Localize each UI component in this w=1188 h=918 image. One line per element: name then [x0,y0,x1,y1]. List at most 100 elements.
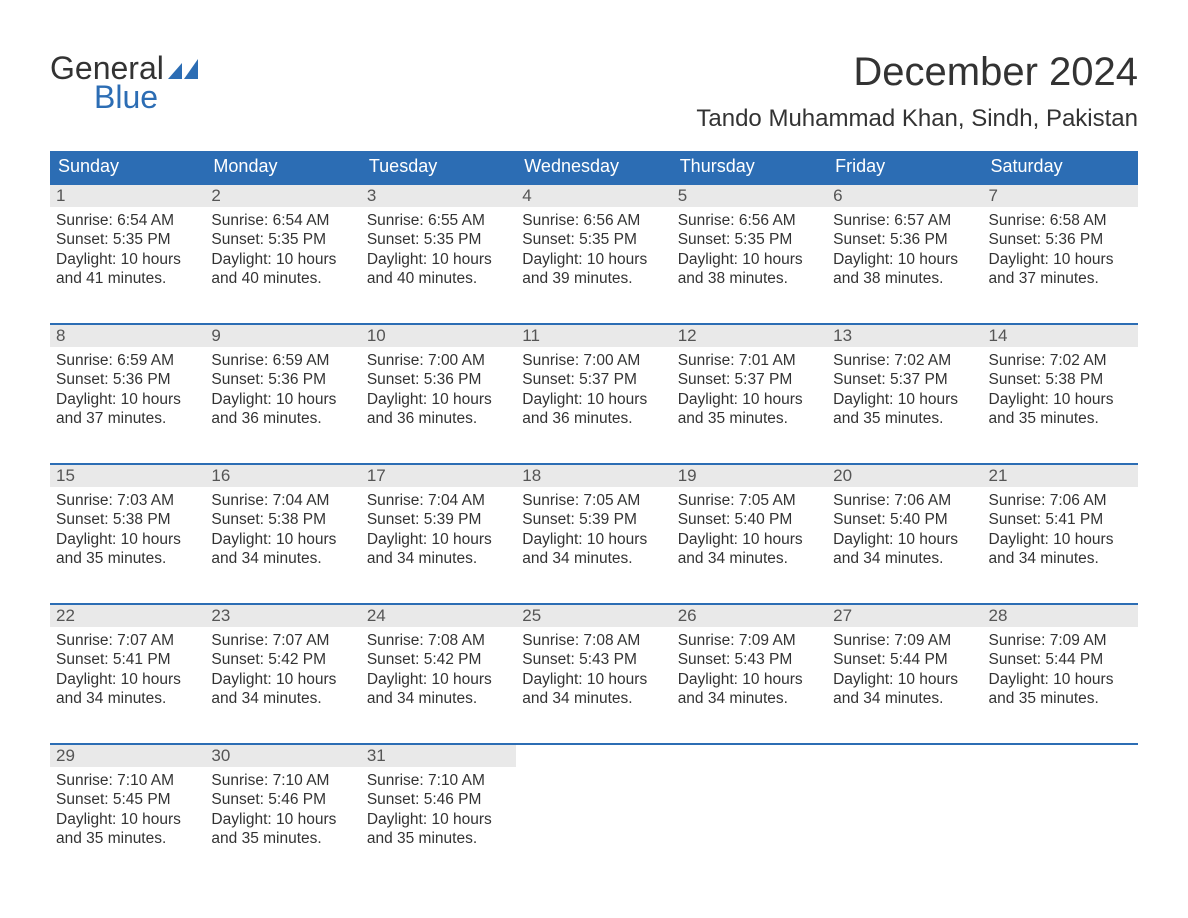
day-cell: 29Sunrise: 7:10 AMSunset: 5:45 PMDayligh… [50,745,205,865]
sunrise-text: Sunrise: 7:04 AM [211,491,354,510]
day-cell: 3Sunrise: 6:55 AMSunset: 5:35 PMDaylight… [361,185,516,305]
sunset-text: Sunset: 5:35 PM [211,230,354,249]
day-number: 28 [983,606,1008,626]
daylight-line2: and 35 minutes. [56,829,199,848]
flag-icon [168,59,198,79]
daylight-line1: Daylight: 10 hours [211,810,354,829]
day-number: 14 [983,326,1008,346]
day-body: Sunrise: 7:07 AMSunset: 5:41 PMDaylight:… [50,627,205,713]
daylight-line1: Daylight: 10 hours [211,670,354,689]
day-number: 23 [205,606,230,626]
day-number: 2 [205,186,220,206]
daylight-line1: Daylight: 10 hours [833,390,976,409]
day-number-row: 18 [516,465,671,487]
day-cell: 26Sunrise: 7:09 AMSunset: 5:43 PMDayligh… [672,605,827,725]
day-body: Sunrise: 7:05 AMSunset: 5:40 PMDaylight:… [672,487,827,573]
dow-thursday: Thursday [672,151,827,183]
daylight-line2: and 35 minutes. [367,829,510,848]
daylight-line1: Daylight: 10 hours [56,810,199,829]
sunset-text: Sunset: 5:42 PM [367,650,510,669]
day-cell [516,745,671,865]
sunrise-text: Sunrise: 7:07 AM [56,631,199,650]
sunset-text: Sunset: 5:39 PM [367,510,510,529]
sunrise-text: Sunrise: 7:10 AM [56,771,199,790]
day-cell [827,745,982,865]
logo-word-blue: Blue [94,79,158,116]
day-cell: 1Sunrise: 6:54 AMSunset: 5:35 PMDaylight… [50,185,205,305]
day-number: 8 [50,326,65,346]
day-body: Sunrise: 6:56 AMSunset: 5:35 PMDaylight:… [672,207,827,293]
sunset-text: Sunset: 5:35 PM [56,230,199,249]
day-body: Sunrise: 7:09 AMSunset: 5:44 PMDaylight:… [983,627,1138,713]
day-number-row: 2 [205,185,360,207]
daylight-line1: Daylight: 10 hours [211,530,354,549]
daylight-line1: Daylight: 10 hours [678,670,821,689]
day-number: 12 [672,326,697,346]
daylight-line1: Daylight: 10 hours [678,530,821,549]
daylight-line2: and 34 minutes. [678,689,821,708]
sunrise-text: Sunrise: 7:00 AM [522,351,665,370]
day-number: 25 [516,606,541,626]
sunrise-text: Sunrise: 7:09 AM [833,631,976,650]
sunrise-text: Sunrise: 7:06 AM [833,491,976,510]
sunrise-text: Sunrise: 6:59 AM [211,351,354,370]
day-body: Sunrise: 7:10 AMSunset: 5:46 PMDaylight:… [361,767,516,853]
daylight-line2: and 40 minutes. [367,269,510,288]
sunset-text: Sunset: 5:38 PM [211,510,354,529]
day-number-row: 4 [516,185,671,207]
day-number: 17 [361,466,386,486]
daylight-line2: and 37 minutes. [56,409,199,428]
daylight-line2: and 34 minutes. [989,549,1132,568]
sunrise-text: Sunrise: 7:09 AM [678,631,821,650]
daylight-line1: Daylight: 10 hours [522,390,665,409]
sunrise-text: Sunrise: 6:56 AM [678,211,821,230]
day-number-row: 12 [672,325,827,347]
sunset-text: Sunset: 5:37 PM [522,370,665,389]
daylight-line2: and 35 minutes. [678,409,821,428]
day-number-row: 31 [361,745,516,767]
day-body: Sunrise: 7:00 AMSunset: 5:37 PMDaylight:… [516,347,671,433]
day-body: Sunrise: 7:05 AMSunset: 5:39 PMDaylight:… [516,487,671,573]
sunrise-text: Sunrise: 6:55 AM [367,211,510,230]
day-body: Sunrise: 7:03 AMSunset: 5:38 PMDaylight:… [50,487,205,573]
day-cell [672,745,827,865]
daylight-line1: Daylight: 10 hours [833,250,976,269]
sunrise-text: Sunrise: 7:08 AM [367,631,510,650]
daylight-line1: Daylight: 10 hours [678,250,821,269]
day-body: Sunrise: 7:10 AMSunset: 5:46 PMDaylight:… [205,767,360,853]
sunrise-text: Sunrise: 7:09 AM [989,631,1132,650]
day-body: Sunrise: 6:59 AMSunset: 5:36 PMDaylight:… [205,347,360,433]
daylight-line2: and 34 minutes. [678,549,821,568]
daylight-line1: Daylight: 10 hours [522,530,665,549]
sunrise-text: Sunrise: 7:10 AM [367,771,510,790]
day-number-row: 24 [361,605,516,627]
daylight-line1: Daylight: 10 hours [367,250,510,269]
sunset-text: Sunset: 5:36 PM [56,370,199,389]
sunset-text: Sunset: 5:41 PM [989,510,1132,529]
day-body: Sunrise: 6:58 AMSunset: 5:36 PMDaylight:… [983,207,1138,293]
day-cell: 14Sunrise: 7:02 AMSunset: 5:38 PMDayligh… [983,325,1138,445]
dow-wednesday: Wednesday [516,151,671,183]
daylight-line1: Daylight: 10 hours [211,390,354,409]
day-body: Sunrise: 7:06 AMSunset: 5:41 PMDaylight:… [983,487,1138,573]
sunrise-text: Sunrise: 6:57 AM [833,211,976,230]
daylight-line2: and 36 minutes. [211,409,354,428]
day-cell: 12Sunrise: 7:01 AMSunset: 5:37 PMDayligh… [672,325,827,445]
week-row: 15Sunrise: 7:03 AMSunset: 5:38 PMDayligh… [50,463,1138,585]
day-body: Sunrise: 7:04 AMSunset: 5:39 PMDaylight:… [361,487,516,573]
day-cell [983,745,1138,865]
day-number: 5 [672,186,687,206]
daylight-line1: Daylight: 10 hours [989,530,1132,549]
day-number-row: 1 [50,185,205,207]
day-body: Sunrise: 7:02 AMSunset: 5:37 PMDaylight:… [827,347,982,433]
day-number: 19 [672,466,697,486]
dow-friday: Friday [827,151,982,183]
week-row: 1Sunrise: 6:54 AMSunset: 5:35 PMDaylight… [50,183,1138,305]
day-cell: 5Sunrise: 6:56 AMSunset: 5:35 PMDaylight… [672,185,827,305]
sunrise-text: Sunrise: 7:06 AM [989,491,1132,510]
day-number: 11 [516,326,540,346]
day-cell: 10Sunrise: 7:00 AMSunset: 5:36 PMDayligh… [361,325,516,445]
day-body: Sunrise: 7:01 AMSunset: 5:37 PMDaylight:… [672,347,827,433]
sunrise-text: Sunrise: 7:03 AM [56,491,199,510]
day-cell: 23Sunrise: 7:07 AMSunset: 5:42 PMDayligh… [205,605,360,725]
